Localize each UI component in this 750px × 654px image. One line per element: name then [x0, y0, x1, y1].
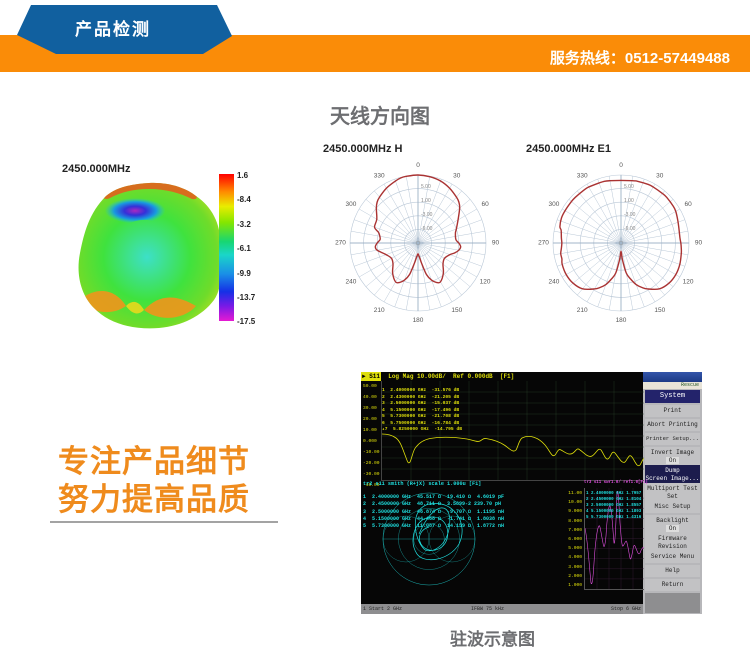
svg-text:5.00: 5.00 — [421, 184, 431, 190]
svg-text:270: 270 — [538, 240, 549, 247]
svg-text:300: 300 — [548, 201, 559, 208]
svg-text:300: 300 — [345, 201, 356, 208]
svg-text:3 2.5000000 GHz 1.8557: 3 2.5000000 GHz 1.8557 — [586, 504, 642, 508]
svg-text:150: 150 — [451, 307, 462, 314]
svg-text:330: 330 — [374, 173, 385, 180]
svg-text:5.00: 5.00 — [624, 184, 634, 190]
svg-text:150: 150 — [654, 307, 665, 314]
svg-text:1 2.4000000 GHz 1.7957: 1 2.4000000 GHz 1.7957 — [586, 492, 642, 496]
svg-text:30: 30 — [453, 173, 461, 180]
svg-text:120: 120 — [683, 279, 694, 286]
svg-text:240: 240 — [345, 279, 356, 286]
svg-text:120: 120 — [480, 279, 491, 286]
svg-text:1.00: 1.00 — [624, 198, 634, 204]
svg-text:30: 30 — [656, 173, 664, 180]
svg-text:210: 210 — [577, 307, 588, 314]
svg-text:60: 60 — [684, 201, 692, 208]
svg-text:0: 0 — [619, 162, 623, 169]
svg-text:-3.00: -3.00 — [421, 212, 433, 218]
svg-text:180: 180 — [413, 317, 424, 324]
svg-text:2 2.4500000 GHz 1.8104: 2 2.4500000 GHz 1.8104 — [586, 498, 642, 502]
svg-text:-9.00: -9.00 — [624, 226, 636, 232]
svg-text:180: 180 — [616, 317, 627, 324]
svg-text:5 5.7300000 GHz 1.4316: 5 5.7300000 GHz 1.4316 — [586, 516, 642, 520]
svg-text:270: 270 — [335, 240, 346, 247]
svg-text:240: 240 — [548, 279, 559, 286]
svg-text:-3.00: -3.00 — [624, 212, 636, 218]
svg-text:1.00: 1.00 — [421, 198, 431, 204]
svg-text:90: 90 — [492, 240, 500, 247]
svg-text:210: 210 — [374, 307, 385, 314]
svg-text:4 5.1500000 GHz 1.1893: 4 5.1500000 GHz 1.1893 — [586, 510, 642, 514]
svg-text:-9.00: -9.00 — [421, 226, 433, 232]
svg-text:60: 60 — [481, 201, 489, 208]
svg-text:0: 0 — [416, 162, 420, 169]
svg-text:330: 330 — [577, 173, 588, 180]
svg-text:90: 90 — [695, 240, 703, 247]
